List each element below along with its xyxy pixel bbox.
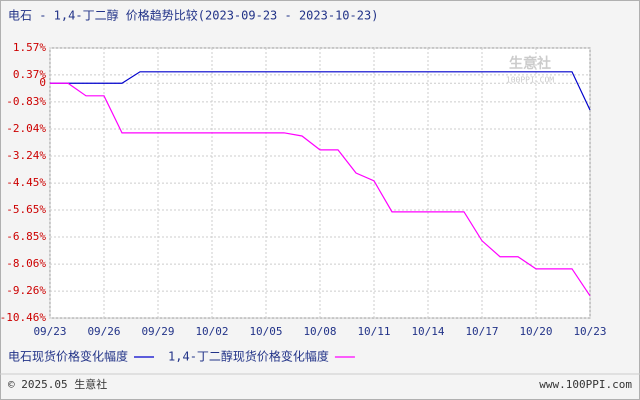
- y-tick-label: -0.83%: [6, 95, 46, 108]
- legend-label: 电石现货价格变化幅度: [8, 349, 128, 364]
- x-tick-label: 10/11: [357, 325, 390, 338]
- y-tick-label: -2.04%: [6, 122, 46, 135]
- x-tick-label: 10/17: [465, 325, 498, 338]
- legend-label: 1,4-丁二醇现货价格变化幅度: [168, 349, 329, 364]
- y-tick-label: -9.26%: [6, 284, 46, 297]
- series-line: [50, 71, 591, 111]
- chart-title: 电石 - 1,4-丁二醇 价格趋势比较(2023-09-23 - 2023-10…: [8, 8, 378, 23]
- watermark-site: 100PPI.COM: [506, 76, 554, 85]
- x-tick-label: 10/20: [519, 325, 552, 338]
- y-tick-label: -8.06%: [6, 257, 46, 270]
- footer-left: © 2025.05 生意社: [8, 377, 107, 391]
- y-tick-label: -6.85%: [6, 230, 46, 243]
- y-tick-label: -4.45%: [6, 176, 46, 189]
- y-tick-label: 0.37%: [13, 68, 46, 81]
- footer-right: www.100PPI.com: [539, 378, 632, 391]
- y-tick-label: -3.24%: [6, 149, 46, 162]
- series-line: [50, 82, 591, 297]
- x-tick-label: 09/26: [87, 325, 120, 338]
- watermark: 生意社: [509, 55, 551, 72]
- x-tick-label: 10/02: [195, 325, 228, 338]
- y-tick-label: 1.57%: [13, 41, 46, 54]
- x-tick-label: 10/08: [303, 325, 336, 338]
- x-tick-label: 09/29: [141, 325, 174, 338]
- y-tick-label: -5.65%: [6, 203, 46, 216]
- x-tick-label: 09/23: [33, 325, 66, 338]
- x-tick-label: 10/14: [411, 325, 444, 338]
- y-tick-label: 0: [39, 76, 46, 89]
- y-tick-label: -10.46%: [0, 311, 46, 324]
- x-tick-label: 10/23: [573, 325, 606, 338]
- x-tick-label: 10/05: [249, 325, 282, 338]
